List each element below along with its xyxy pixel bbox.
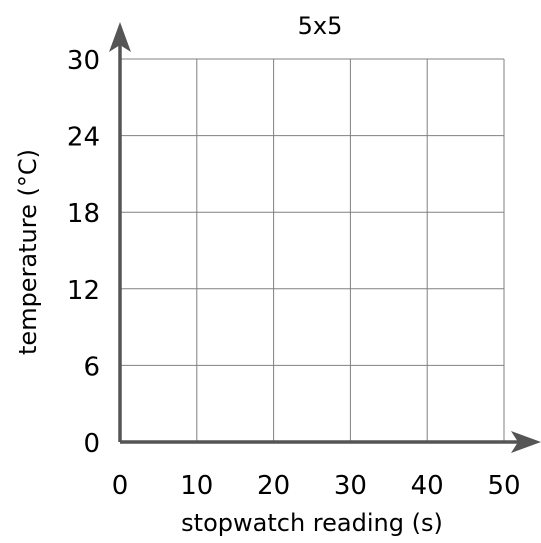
y-tick-label: 24 [67,123,100,153]
x-tick-label: 10 [180,471,213,501]
x-axis-label: stopwatch reading (s) [181,509,443,537]
y-tick-label: 18 [67,199,100,229]
x-tick-label: 20 [257,471,290,501]
x-tick-labels: 0 10 20 30 40 50 [112,471,521,501]
x-tick-label: 30 [334,471,367,501]
x-axis-arrow [511,431,541,453]
chart-title: 5x5 [298,12,343,40]
x-tick-label: 40 [411,471,444,501]
axes [109,22,541,453]
y-tick-label: 6 [83,352,100,382]
y-tick-label: 30 [67,46,100,76]
y-tick-label: 12 [67,276,100,306]
y-tick-labels: 0 6 12 18 24 30 [67,46,100,459]
x-tick-label: 0 [112,471,129,501]
y-tick-label: 0 [83,429,100,459]
y-axis-arrow [109,22,131,52]
y-axis-label: temperature (°C) [14,149,42,355]
x-tick-label: 50 [487,471,520,501]
grid [120,58,505,442]
